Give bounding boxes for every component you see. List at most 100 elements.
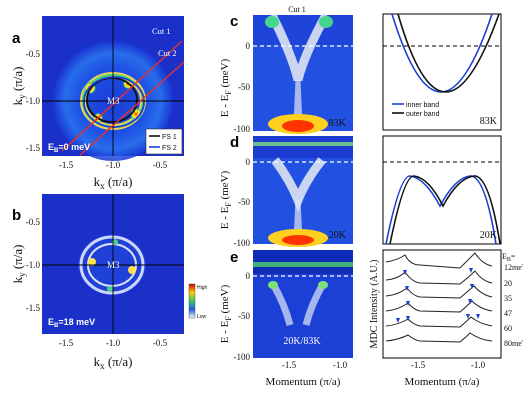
curve-label: 35 xyxy=(504,294,512,303)
panel-a-x-ticks: -1.5 -1.0 -0.5 xyxy=(59,160,168,170)
curve-label: 60 xyxy=(504,324,512,333)
panel-label-d: d xyxy=(230,134,239,151)
y-tick: 0 xyxy=(246,157,251,167)
y-tick: -1.0 xyxy=(26,96,41,106)
mdc-peak-markers xyxy=(396,268,480,323)
m3-label-b: M3 xyxy=(107,260,120,270)
mdc-curve xyxy=(385,270,493,285)
x-tick: -1.0 xyxy=(106,338,121,348)
y-axis-label-c: E - EF (meV) xyxy=(219,58,233,117)
panel-f: f inner band outer band 83K xyxy=(382,13,502,131)
y-axis-label-a: ky (π/a) xyxy=(10,67,27,106)
x-axis-label-h: Momentum (π/a) xyxy=(405,376,480,388)
legend-a-fs1: FS 1 xyxy=(162,134,177,141)
panel-b-x-ticks: -1.5 -1.0 -0.5 xyxy=(59,338,168,348)
x-axis-label-b: kx (π/a) xyxy=(94,354,133,371)
panel-d: d 20K 0 -50 -100 E - EF (meV) xyxy=(219,134,353,248)
cut2-label: Cut 2 xyxy=(158,48,177,58)
panel-a: a Cut 1 Cut 2 M3 EB=0 meV FS 1 FS 2 -0.5 xyxy=(10,16,185,191)
colorbar-high: High xyxy=(197,285,208,291)
x-axis-label-a: kx (π/a) xyxy=(94,174,133,191)
m3-label-a: M3 xyxy=(107,96,120,106)
y-tick: -1.5 xyxy=(26,143,41,153)
panel-e-y-ticks: 0 -50 -100 xyxy=(234,271,251,362)
temp-label-f: 83K xyxy=(480,116,498,127)
panel-label-b: b xyxy=(12,207,21,224)
x-tick: -1.0 xyxy=(333,360,348,370)
mdc-plot-h xyxy=(382,249,502,359)
x-axis-label-e: Momentum (π/a) xyxy=(266,376,341,388)
panel-label-a: a xyxy=(12,30,21,47)
mdc-curve xyxy=(385,252,493,269)
energy-label-b: EB=18 meV xyxy=(48,317,95,329)
y-tick: -50 xyxy=(238,82,250,92)
y-tick: -100 xyxy=(234,238,251,248)
temp-label-d: 20K xyxy=(329,230,347,241)
panel-label-e: e xyxy=(230,249,238,266)
outer-band-f xyxy=(397,13,500,93)
cut1-line xyxy=(61,40,183,152)
panel-a-y-ticks: -0.5 -1.0 -1.5 xyxy=(26,49,41,153)
x-tick: -1.5 xyxy=(411,360,426,370)
x-tick: -1.5 xyxy=(282,360,297,370)
curve-label: 47 xyxy=(504,309,512,318)
y-tick: -50 xyxy=(238,311,250,321)
y-tick: -1.0 xyxy=(26,260,41,270)
y-tick: 0 xyxy=(246,271,251,281)
y-axis-label-e: E - EF (meV) xyxy=(219,284,233,343)
mdc-curve xyxy=(385,332,493,343)
y-tick: -0.5 xyxy=(26,49,41,59)
mdc-curve xyxy=(385,300,493,313)
y-tick: -100 xyxy=(234,124,251,134)
band-plot-f xyxy=(382,13,502,131)
fs2-contour xyxy=(83,76,145,128)
y-tick: 0 xyxy=(246,41,251,51)
panel-b: b M3 EB=18 meV High Low -0.5 -1.0 -1.5 -… xyxy=(10,194,208,371)
y-axis-label-b: ky (π/a) xyxy=(10,245,27,284)
legend-inner-band: inner band xyxy=(406,102,439,109)
band-plot-g xyxy=(382,135,502,245)
panel-d-y-ticks: 0 -50 -100 xyxy=(234,157,251,248)
legend-outer-band: outer band xyxy=(406,111,440,118)
panel-b-y-ticks: -0.5 -1.0 -1.5 xyxy=(26,217,41,313)
colorbar-low: Low xyxy=(197,314,207,320)
y-axis-label-d: E - EF (meV) xyxy=(219,170,233,229)
legend-a xyxy=(145,128,183,155)
panel-e-x-ticks: -1.5 -1.0 xyxy=(282,360,348,370)
temp-label-e: 20K/83K xyxy=(283,336,321,347)
fs1-contour xyxy=(86,77,138,123)
y-tick: -50 xyxy=(238,197,250,207)
curve-label: 12meV xyxy=(504,263,523,272)
x-tick: -1.5 xyxy=(59,338,74,348)
y-axis-label-h: MDC Intensity (A.U.) xyxy=(369,260,380,349)
panel-e: e 20K/83K 0 -50 -100 -1.5 -1.0 Momentum … xyxy=(219,249,353,388)
energy-header-h: EB= xyxy=(502,252,516,263)
colorbar xyxy=(188,283,196,319)
panel-c: c Cut 1 83K 0 -50 -100 E - EF (meV) xyxy=(219,5,353,134)
cut2-line xyxy=(79,61,185,156)
x-tick: -1.0 xyxy=(471,360,486,370)
y-tick: -1.5 xyxy=(26,303,41,313)
curve-label: 20 xyxy=(504,279,512,288)
panel-h-x-ticks: -1.5 -1.0 xyxy=(411,360,486,370)
legend-a-fs2: FS 2 xyxy=(162,145,177,152)
panel-c-y-ticks: 0 -50 -100 xyxy=(234,41,251,134)
mdc-curve xyxy=(385,285,493,299)
outer-band-g xyxy=(389,175,501,245)
panel-g: g 20K xyxy=(382,135,502,245)
x-tick: -1.5 xyxy=(59,160,74,170)
temp-label-g: 20K xyxy=(480,230,498,241)
curve-label: 80meV xyxy=(504,339,523,348)
y-tick: -100 xyxy=(234,352,251,362)
cut1-label: Cut 1 xyxy=(152,26,171,36)
mdc-curve xyxy=(385,316,493,328)
inner-band-g xyxy=(385,175,497,245)
energy-label-a: EB=0 meV xyxy=(48,142,90,154)
panel-label-c: c xyxy=(230,13,238,30)
x-tick: -0.5 xyxy=(153,160,168,170)
x-tick: -1.0 xyxy=(106,160,121,170)
y-tick: -0.5 xyxy=(26,217,41,227)
x-tick: -0.5 xyxy=(153,338,168,348)
cut1-top-label: Cut 1 xyxy=(288,5,306,14)
